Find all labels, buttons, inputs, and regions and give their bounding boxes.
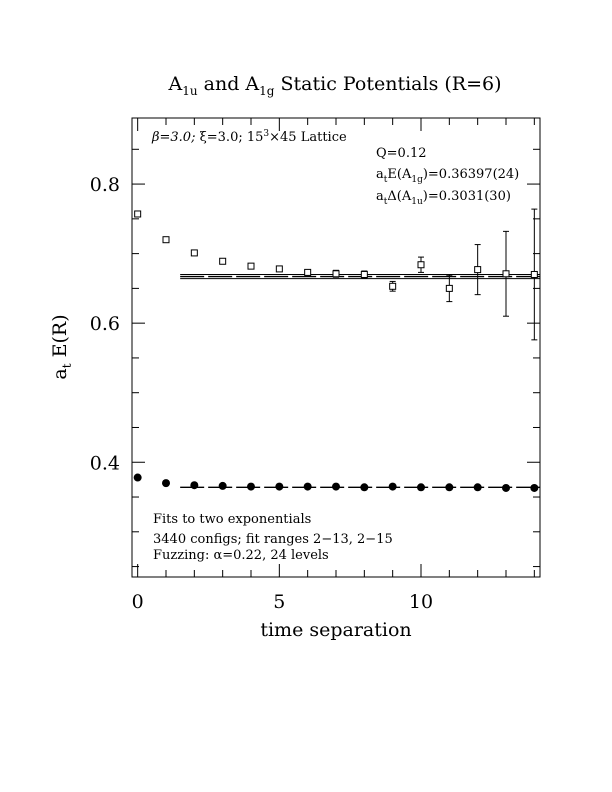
a1g-point (218, 481, 227, 490)
x-axis-label: time separation (260, 619, 411, 641)
a1u-point (332, 270, 340, 278)
axis-ticks: 0 5 10 0.4 0.6 0.8 (90, 118, 540, 613)
y-tick-label: 0.6 (90, 313, 120, 335)
a1u-point (275, 265, 283, 273)
a1g-point (360, 483, 369, 492)
a1u-point (417, 261, 425, 269)
a1g-point (473, 483, 482, 492)
a1g-point (445, 483, 454, 492)
a1g-point (247, 482, 255, 491)
a1u-point (502, 270, 510, 278)
fits-annotation: Fits to two exponentials (153, 512, 311, 527)
a1u-point (162, 236, 170, 244)
a1u-point (474, 266, 482, 274)
y-axis-label: at E(R) (49, 314, 74, 379)
a1g-point (417, 483, 425, 492)
y-tick-label: 0.8 (90, 174, 120, 196)
a1g-point (133, 473, 142, 482)
a1g-point (190, 481, 199, 490)
data-points (133, 208, 539, 492)
configs-annotation: 3440 configs; fit ranges 2−13, 2−15 (153, 532, 393, 547)
q-annotation: Q=0.12 (376, 146, 427, 161)
x-tick-label: 10 (409, 591, 433, 613)
gap-annotation: atΔ(A1u)=0.3031(30) (376, 189, 511, 207)
a1u-point (360, 270, 368, 278)
a1g-point (388, 482, 397, 491)
fuzzing-annotation: Fuzzing: α=0.22, 24 levels (153, 548, 329, 563)
y-tick-label: 0.4 (90, 452, 120, 474)
a1g-point (275, 482, 284, 491)
a1u-point (190, 249, 198, 257)
plot-frame (131, 117, 541, 578)
a1g-point (530, 483, 539, 492)
a1u-point (304, 268, 312, 276)
a1u-point (445, 284, 453, 292)
a1g-point (162, 479, 170, 488)
energy-annotation: atE(A1g)=0.36397(24) (376, 167, 519, 185)
a1g-point (332, 482, 340, 491)
x-tick-label: 5 (273, 591, 285, 613)
chart-title: A1u and A1g Static Potentials (R=6) (167, 73, 501, 98)
a1u-point (247, 262, 255, 270)
a1u-point (219, 257, 227, 265)
a1u-point (389, 282, 397, 290)
a1g-point (502, 483, 510, 492)
fit-lines (180, 273, 540, 488)
lattice-annotation: β=3.0; ξ=3.0; 153×45 Lattice (151, 129, 347, 145)
a1u-point (134, 210, 142, 218)
a1u-point (530, 270, 538, 278)
a1g-point (303, 482, 312, 491)
x-tick-label: 0 (132, 591, 144, 613)
